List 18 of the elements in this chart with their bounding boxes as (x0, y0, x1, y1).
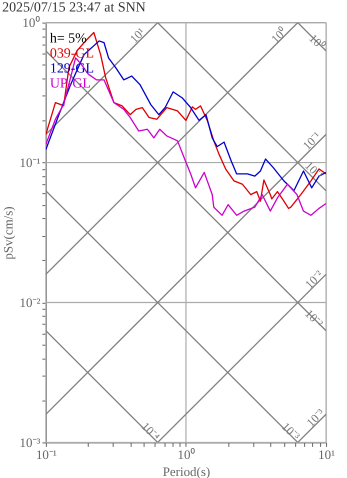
annotation: 10⁻² (302, 267, 326, 292)
annotation: 10⁻³ (304, 406, 328, 430)
x-tick-label: 10⁰ (177, 446, 196, 462)
annotation: 10⁻² (302, 306, 326, 331)
annotation: 10⁰ (268, 24, 290, 46)
annotation: 10⁻¹ (300, 128, 324, 153)
annotation: 10⁻³ (278, 419, 303, 444)
y-tick-label: 10⁻² (20, 294, 40, 310)
y-axis-title: pSv(cm/s) (0, 206, 16, 260)
x-tick-label: 10¹ (318, 446, 336, 462)
annotation: h= 5% (50, 32, 88, 47)
chart-title: 2025/07/15 23:47 at SNN (2, 0, 146, 16)
y-tick-label: 10⁻¹ (20, 155, 40, 170)
annotation: 10⁰ (306, 31, 328, 52)
annotation: 10¹ (126, 24, 148, 46)
annotation: 10⁻¹ (302, 158, 326, 182)
annotation: 10⁻⁴ (138, 419, 163, 444)
y-tick-label: 10⁰ (22, 15, 40, 30)
